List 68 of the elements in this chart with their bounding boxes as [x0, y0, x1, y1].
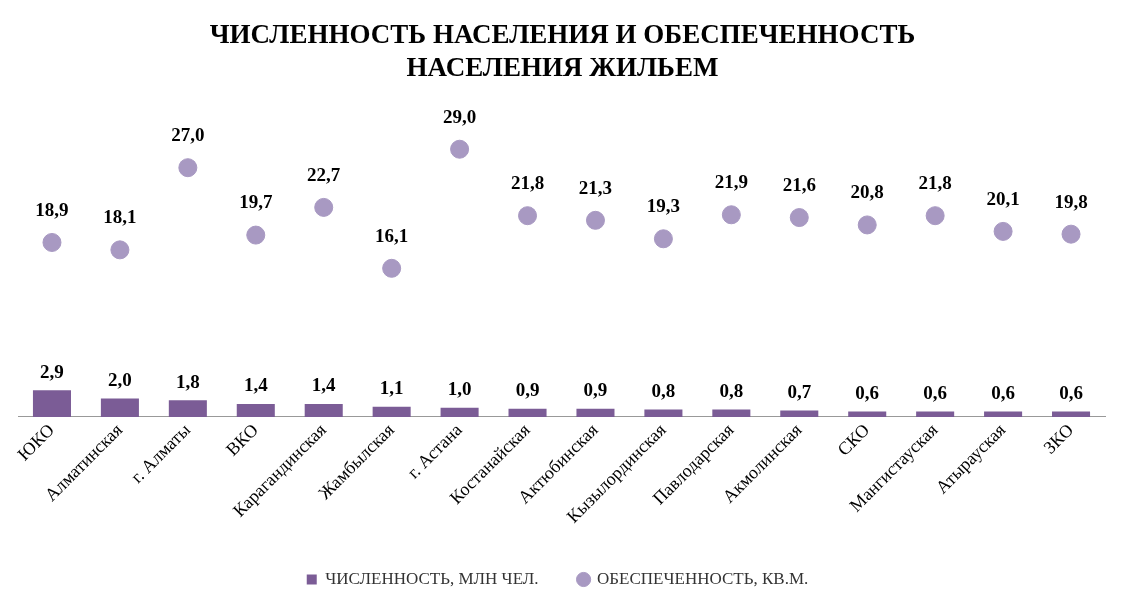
bar: [984, 411, 1023, 417]
data-label: 0,6: [855, 381, 880, 403]
data-label: 21,8: [510, 172, 545, 194]
point: [382, 258, 402, 278]
data-label: 19,8: [1054, 190, 1088, 212]
data-label: 21,8: [918, 172, 952, 194]
x-tick-label: ЗКО: [1039, 419, 1078, 458]
bar: [644, 409, 683, 417]
point: [178, 158, 198, 178]
data-label: 0,9: [515, 379, 540, 401]
bar: [508, 408, 547, 417]
bar: [440, 407, 479, 417]
point: [585, 210, 605, 230]
data-label: 21,6: [782, 173, 816, 195]
bar: [304, 404, 343, 417]
bar: [712, 409, 751, 417]
data-label: 1,4: [243, 374, 269, 396]
data-label: 22,7: [307, 163, 341, 185]
bar: [32, 390, 71, 417]
point: [857, 215, 877, 235]
data-label: 2,9: [40, 360, 64, 382]
point: [925, 206, 945, 226]
data-label: 2,0: [108, 368, 132, 390]
data-label: 1,8: [175, 370, 200, 392]
point: [42, 232, 62, 252]
data-label: 18,1: [103, 206, 137, 228]
bar: [916, 411, 955, 417]
point: [789, 208, 809, 228]
data-label: 21,3: [578, 176, 613, 198]
point: [1061, 224, 1081, 244]
data-label: 0,6: [991, 381, 1015, 403]
bar: [236, 404, 275, 417]
data-label: 1,4: [311, 374, 337, 396]
data-label: 0,9: [583, 379, 608, 401]
data-label: 0,8: [719, 379, 744, 401]
bar: [1052, 411, 1091, 417]
data-label: 0,6: [923, 381, 948, 403]
point: [653, 229, 673, 249]
data-label: 20,1: [986, 187, 1020, 209]
bar: [100, 398, 139, 417]
bar: [780, 410, 819, 417]
point: [450, 139, 470, 159]
data-label: 1,0: [447, 378, 472, 400]
data-label: 20,8: [850, 181, 884, 203]
bar: [576, 408, 615, 417]
point: [314, 197, 334, 217]
legend-label: ОБЕСПЕЧЕННОСТЬ, КВ.М.: [597, 568, 809, 588]
bar: [372, 406, 411, 417]
data-label: 0,6: [1059, 381, 1083, 403]
data-label: 19,3: [646, 195, 681, 217]
point: [721, 205, 741, 225]
data-label: 0,7: [787, 380, 812, 402]
point: [993, 221, 1013, 241]
bar: [848, 411, 887, 417]
point: [518, 206, 538, 226]
data-label: 0,8: [651, 379, 676, 401]
data-label: 1,1: [379, 377, 404, 399]
data-label: 21,9: [714, 171, 748, 193]
data-label: 18,9: [35, 198, 69, 220]
data-label: 19,7: [239, 191, 273, 213]
chart-title: ЧИСЛЕННОСТЬ НАСЕЛЕНИЯ И ОБЕСПЕЧЕННОСТЬ НАСЕЛЕНИЯ ЖИЛЬЕМ: [208, 18, 917, 84]
data-label: 29,0: [442, 105, 477, 127]
data-label: 16,1: [375, 224, 409, 246]
data-label: 27,0: [171, 124, 205, 146]
point: [246, 225, 266, 245]
point: [110, 240, 130, 260]
legend-label: ЧИСЛЕННОСТЬ, МЛН ЧЕЛ.: [325, 568, 539, 588]
bar: [168, 400, 207, 417]
